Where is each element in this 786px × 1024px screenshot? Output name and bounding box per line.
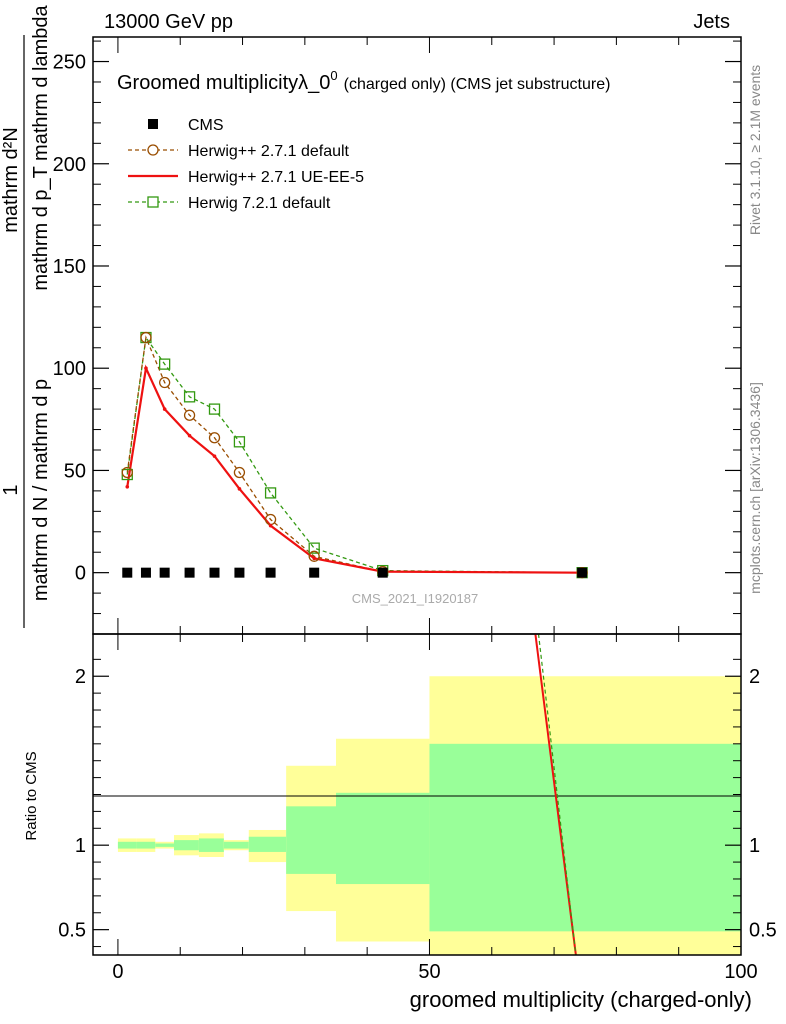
herwigpp-ueee5-point: [237, 487, 242, 491]
legend-square-marker: [147, 196, 159, 208]
herwigpp-ueee5-point: [187, 433, 192, 438]
x-axis-ticks: 0 50 100: [112, 961, 757, 983]
herwigpp-ueee5-point: [125, 484, 130, 489]
ratio-stat-band: [174, 840, 199, 851]
legend-label: Herwig++ 2.7.1 default: [188, 143, 350, 160]
ratio-panel: 0.5 0.5 1 1 2 2 Ratio to CMS: [23, 633, 777, 956]
legend-item: CMS: [148, 117, 224, 134]
ratio-stat-band: [286, 806, 336, 874]
herwigpp-ueee5-point: [212, 454, 217, 458]
herwig7-marker: [183, 391, 196, 403]
ratio-y-tick-label: 0.5: [58, 920, 86, 942]
main-data-marks: [121, 331, 588, 579]
main-y-tick-label: 250: [53, 52, 86, 74]
legend-item: Herwig++ 2.7.1 UE-EE-5: [128, 169, 364, 186]
legend-label: CMS: [188, 117, 224, 134]
herwigpp-ueee5-point: [268, 523, 273, 528]
ratio-y-tick-label-right: 1: [749, 835, 760, 857]
herwigpp-default-marker: [159, 376, 171, 389]
herwigpp-default-marker: [121, 466, 133, 479]
herwigpp-default-marker: [183, 409, 196, 421]
ratio-stat-band: [155, 843, 174, 847]
ratio-y-tick-label-right: 0.5: [749, 920, 777, 942]
watermark: CMS_2021_I1920187: [352, 591, 479, 606]
ratio-line: [537, 633, 577, 956]
cms-data-point: [577, 567, 588, 578]
legend-item: Herwig 7.2.1 default: [128, 195, 331, 212]
cms-data-point: [184, 567, 195, 578]
legend-circle-marker: [147, 144, 159, 156]
mcplots-label: mcplots.cern.ch [arXiv:1306.3436]: [747, 382, 763, 594]
herwig7-marker: [308, 542, 320, 554]
herwig7-line: [126, 335, 583, 574]
cms-data-point: [122, 567, 133, 578]
y-axis-label: 1 mathrm d N / mathrm d p mathrm d²N mat…: [0, 4, 52, 628]
ratio-stat-band: [223, 841, 249, 849]
herwig7-marker: [264, 487, 277, 499]
cms-data-point: [159, 567, 170, 578]
ratio-stat-band: [336, 792, 430, 885]
herwigpp-ueee5-line: [126, 364, 583, 574]
herwig7-marker: [233, 436, 246, 448]
y-label-denominator: mathrm d N / mathrm d p: [30, 379, 52, 601]
ratio-y-tick-label: 2: [75, 666, 86, 688]
main-y-tick-label: 200: [53, 154, 86, 176]
cms-data-point: [377, 567, 388, 578]
main-axis-ticks: 0 50 100 150 200 250: [53, 37, 742, 634]
herwigpp-default-marker: [308, 550, 320, 562]
herwigpp-default-marker: [140, 331, 152, 344]
ratio-stat-band: [248, 836, 287, 852]
ratio-stat-band: [429, 743, 741, 932]
legend-cms-marker: [148, 119, 158, 129]
herwigpp-ueee5-point: [144, 366, 148, 371]
herwig7-marker: [208, 403, 221, 415]
rivet-version-label: Rivet 3.1.10, ≥ 2.1M events: [747, 65, 763, 235]
herwigpp-default-marker: [233, 466, 246, 479]
y-label-top: mathrm d²N: [0, 127, 22, 233]
legend-label: Herwig 7.2.1 default: [188, 195, 331, 212]
chart-title: Groomed multiplicityλ_00 (charged only) (…: [117, 68, 610, 94]
x-axis-label: groomed multiplicity (charged-only): [410, 987, 752, 1012]
main-y-tick-label: 0: [75, 563, 86, 585]
y-label-numerator: 1: [0, 484, 22, 495]
ratio-y-tick-label-right: 2: [749, 666, 760, 688]
x-tick-label: 50: [418, 961, 440, 983]
x-tick-label: 0: [112, 961, 123, 983]
legend-label: Herwig++ 2.7.1 UE-EE-5: [188, 169, 364, 186]
ratio-stat-band: [198, 838, 224, 852]
cms-data-point: [234, 567, 245, 578]
ratio-uncertainty-bands: [117, 676, 741, 955]
cms-data-point: [265, 567, 276, 578]
herwigpp-ueee5-point: [162, 407, 167, 411]
legend: CMS Herwig++ 2.7.1 default Herwig++ 2.7.1 …: [128, 117, 364, 212]
ratio-stat-band: [136, 841, 156, 849]
ratio-model-lines: [534, 633, 577, 956]
main-y-tick-label: 150: [53, 256, 86, 278]
chart-title-main: Groomed multiplicityλ_0: [117, 72, 330, 94]
cms-data-point: [209, 567, 220, 578]
category-label: Jets: [693, 11, 730, 33]
ratio-y-label: Ratio to CMS: [23, 751, 40, 840]
herwig7-marker: [159, 358, 171, 370]
ratio-y-tick-label: 1: [75, 835, 86, 857]
cms-data-point: [140, 567, 151, 578]
ratio-axis-ticks: 0.5 0.5 1 1 2 2: [58, 634, 777, 955]
ratio-stat-band: [117, 841, 137, 849]
y-label-mid: mathrm d p_T mathrm d lambda: [30, 4, 52, 290]
cms-data-point: [309, 567, 320, 578]
main-y-tick-label: 50: [64, 460, 86, 482]
x-tick-label: 100: [724, 961, 757, 983]
chart-title-suffix: (charged only) (CMS jet substructure): [344, 76, 611, 93]
legend-item: Herwig++ 2.7.1 default: [128, 143, 350, 160]
main-y-tick-label: 100: [53, 358, 86, 380]
herwigpp-default-marker: [208, 432, 221, 444]
energy-label: 13000 GeV pp: [104, 11, 233, 33]
herwigpp-default-line: [126, 335, 583, 574]
chart-title-sup: 0: [330, 68, 337, 83]
herwigpp-ueee5-point: [312, 556, 316, 561]
